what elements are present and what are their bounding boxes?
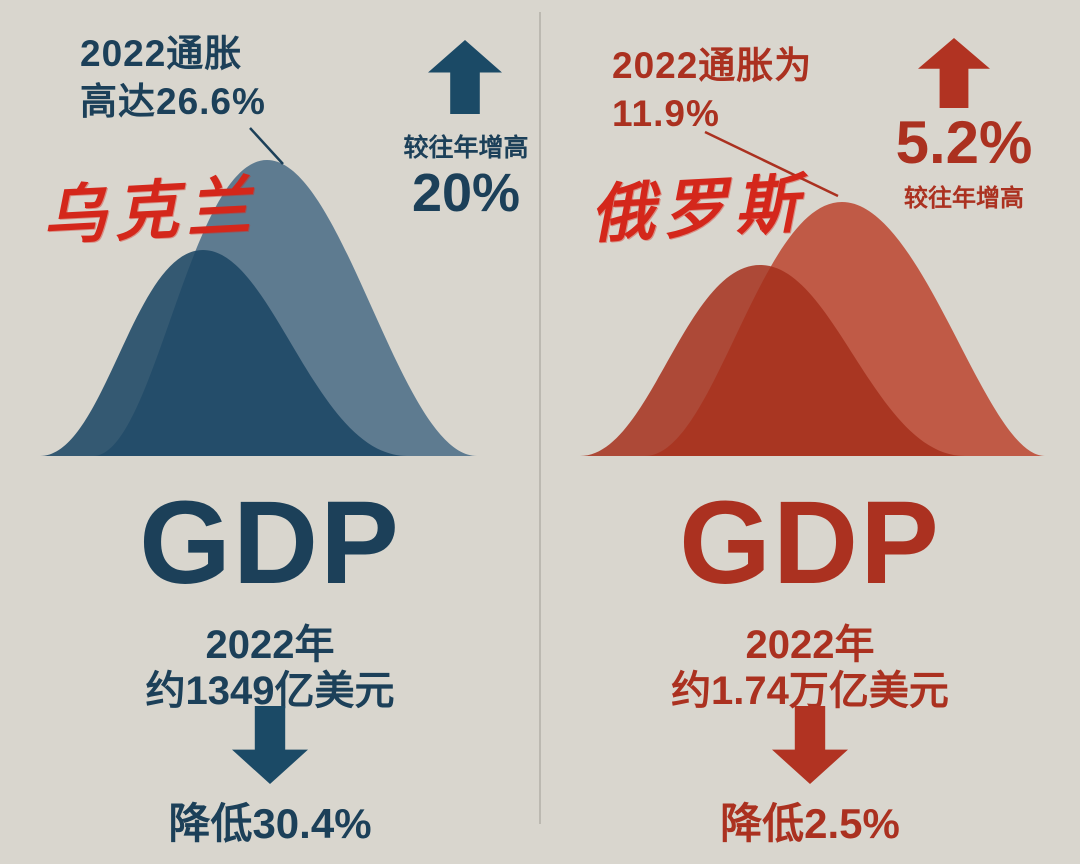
- russia-gdp-year: 2022年: [745, 623, 875, 667]
- russia-country-label: 俄罗斯: [588, 166, 809, 253]
- russia-rise-label: 较往年增高: [904, 185, 1024, 212]
- panel-ukraine: 2022通胀 高达26.6% 乌克兰 较往年增高 20% GDP 2022年 约…: [40, 30, 540, 847]
- russia-drop-label: 降低2.5%: [720, 800, 900, 847]
- ukraine-rise-label: 较往年增高: [403, 134, 529, 162]
- panel-russia: 2022通胀为 11.9% 俄罗斯 5.2% 较往年增高 GDP 2022年 约…: [540, 0, 1080, 864]
- up-arrow-icon: [428, 40, 502, 114]
- ukraine-rise-block: 较往年增高 20%: [392, 128, 540, 222]
- russia-inflation-note: 2022通胀为 11.9%: [612, 42, 812, 138]
- ukraine-gdp-value: 约1349亿美元: [145, 669, 395, 713]
- russia-inflation-line1: 2022通胀为: [612, 45, 813, 86]
- ukraine-gdp-title: GDP: [139, 477, 401, 609]
- ukraine-bell-curves: [40, 160, 477, 456]
- ukraine-curve-front: [40, 250, 407, 456]
- ukraine-inflation-line1: 2022通胀: [80, 33, 243, 74]
- russia-bell-curves: [580, 202, 1045, 456]
- up-arrow-icon: [918, 38, 990, 108]
- ukraine-inflation-line2: 高达26.6%: [80, 81, 266, 122]
- ukraine-inflation-note: 2022通胀 高达26.6%: [80, 30, 266, 126]
- ukraine-rise-value: 20%: [411, 163, 521, 223]
- russia-rise-block: 5.2% 较往年增高: [880, 112, 1048, 213]
- ukraine-drop-label: 降低30.4%: [168, 800, 372, 847]
- russia-rise-value: 5.2%: [895, 109, 1033, 176]
- ukraine-country-label: 乌克兰: [40, 168, 261, 255]
- russia-curve-front: [580, 265, 965, 456]
- down-arrow-icon: [772, 706, 848, 784]
- russia-gdp-value: 约1.74万亿美元: [671, 669, 949, 713]
- ukraine-gdp-year: 2022年: [205, 623, 335, 667]
- panel-divider: [539, 12, 541, 824]
- down-arrow-icon: [232, 706, 308, 784]
- russia-inflation-line2: 11.9%: [612, 93, 720, 134]
- russia-gdp-title: GDP: [679, 477, 941, 609]
